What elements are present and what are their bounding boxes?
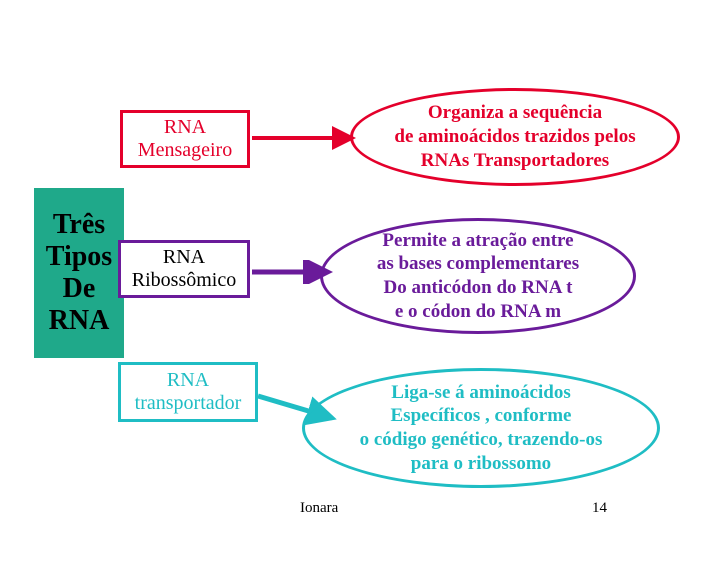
root-box: Três Tipos De RNA [34, 188, 124, 358]
rna-type-box-1: RNA Ribossômico [118, 240, 250, 298]
footer-page: 14 [592, 500, 607, 517]
rna-type-box-2: RNA transportador [118, 362, 258, 422]
arrow [240, 126, 364, 150]
rna-type-box-0: RNA Mensageiro [120, 110, 250, 168]
rna-desc-ellipse-2: Liga-se á aminoácidos Específicos , conf… [302, 368, 660, 488]
rna-desc-ellipse-0: Organiza a sequência de aminoácidos traz… [350, 88, 680, 186]
footer-author: Ionara [300, 500, 338, 517]
rna-desc-ellipse-1: Permite a atração entre as bases complem… [320, 218, 636, 334]
